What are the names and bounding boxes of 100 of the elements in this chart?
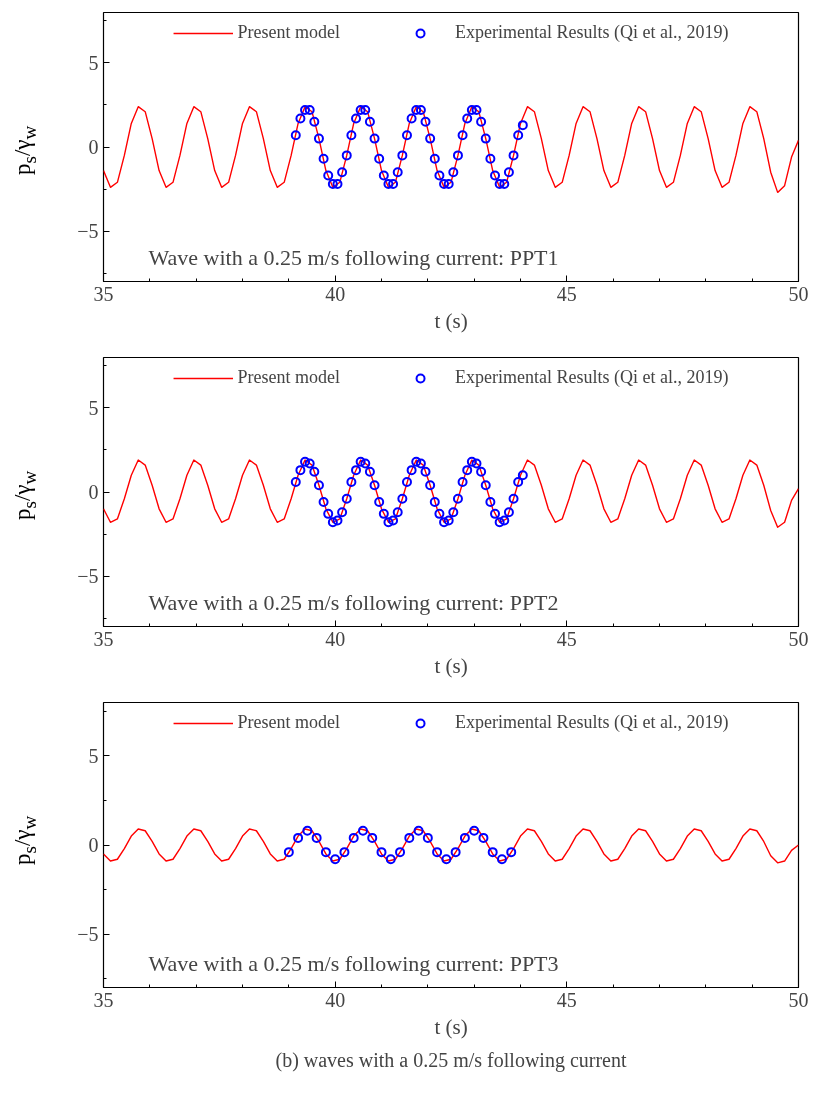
point	[517, 470, 528, 481]
point	[406, 113, 417, 124]
point	[397, 150, 408, 161]
x-tick-label: 40	[325, 988, 346, 1011]
point	[302, 825, 313, 836]
point	[327, 179, 338, 189]
point	[304, 458, 315, 469]
point	[476, 116, 487, 127]
point	[448, 507, 459, 518]
point	[448, 167, 459, 178]
point	[496, 854, 507, 865]
point	[487, 847, 498, 858]
x-tick-label: 40	[325, 282, 346, 305]
point	[383, 517, 394, 528]
point	[383, 179, 394, 189]
point	[351, 465, 362, 476]
x-axis-title: t (s)	[434, 308, 468, 333]
point	[499, 179, 510, 189]
point	[367, 832, 378, 843]
point	[283, 847, 294, 858]
point	[348, 832, 359, 843]
point	[395, 847, 406, 858]
point	[311, 832, 322, 843]
point	[355, 456, 366, 467]
legend-label: Present model	[237, 367, 341, 388]
point	[374, 497, 385, 508]
point	[378, 508, 389, 519]
x-tick-label: 45	[556, 627, 577, 650]
point	[388, 179, 399, 189]
point	[406, 465, 417, 476]
point	[480, 480, 491, 491]
point	[369, 480, 380, 491]
line-series	[103, 105, 799, 194]
point	[462, 113, 473, 124]
point	[439, 517, 450, 528]
line-series	[103, 459, 799, 529]
y-tick-label: 0	[88, 481, 99, 503]
legend-label: Present model	[237, 712, 341, 733]
point	[364, 116, 375, 127]
point	[425, 480, 436, 491]
x-tick-label: 45	[556, 282, 577, 305]
point	[506, 847, 517, 858]
annotation: Wave with a 0.25 m/s following current: PPT1	[148, 244, 559, 270]
point	[490, 170, 501, 181]
x-axis-title: t (s)	[434, 653, 468, 678]
point	[385, 854, 396, 865]
annotation: Wave with a 0.25 m/s following current: PPT2	[148, 589, 559, 615]
point	[339, 847, 350, 858]
point	[295, 465, 306, 476]
point	[513, 476, 524, 487]
point	[376, 847, 387, 858]
point	[503, 507, 514, 518]
point	[332, 179, 343, 189]
point	[327, 517, 338, 528]
x-tick-label: 35	[93, 988, 114, 1011]
point	[443, 179, 454, 189]
point	[318, 153, 329, 164]
point	[411, 456, 422, 467]
point	[466, 456, 477, 467]
point	[420, 116, 431, 127]
point	[485, 497, 496, 508]
y-tick-label: 0	[88, 834, 99, 856]
point	[388, 515, 399, 526]
point	[469, 825, 480, 836]
x-tick-label: 45	[556, 988, 577, 1011]
point	[341, 150, 352, 161]
point	[323, 170, 334, 181]
y-tick-label: −5	[77, 923, 99, 946]
point	[478, 832, 489, 843]
point	[494, 179, 505, 189]
point	[443, 515, 454, 526]
point	[490, 508, 501, 519]
point	[499, 515, 510, 526]
point	[323, 508, 334, 519]
point	[309, 116, 320, 127]
point	[357, 825, 368, 836]
point	[346, 476, 357, 487]
point	[517, 120, 528, 131]
point	[457, 130, 468, 141]
point	[341, 493, 352, 504]
point	[392, 507, 403, 518]
point	[452, 150, 463, 161]
point	[471, 105, 482, 115]
legend-label: Present model	[237, 22, 341, 43]
point	[360, 458, 371, 469]
point	[457, 476, 468, 487]
point	[330, 854, 341, 865]
annotation: Wave with a 0.25 m/s following current: PPT3	[148, 950, 559, 976]
y-tick-label: 0	[88, 136, 99, 158]
legend-label: Experimental Results (Qi et al., 2019)	[455, 712, 729, 733]
point	[434, 170, 445, 181]
point	[378, 170, 389, 181]
point	[401, 476, 412, 487]
point	[429, 497, 440, 508]
point	[313, 133, 324, 144]
point	[309, 466, 320, 477]
point	[434, 508, 445, 519]
y-tick-label: −5	[77, 220, 99, 243]
point	[422, 832, 433, 843]
point	[429, 153, 440, 164]
